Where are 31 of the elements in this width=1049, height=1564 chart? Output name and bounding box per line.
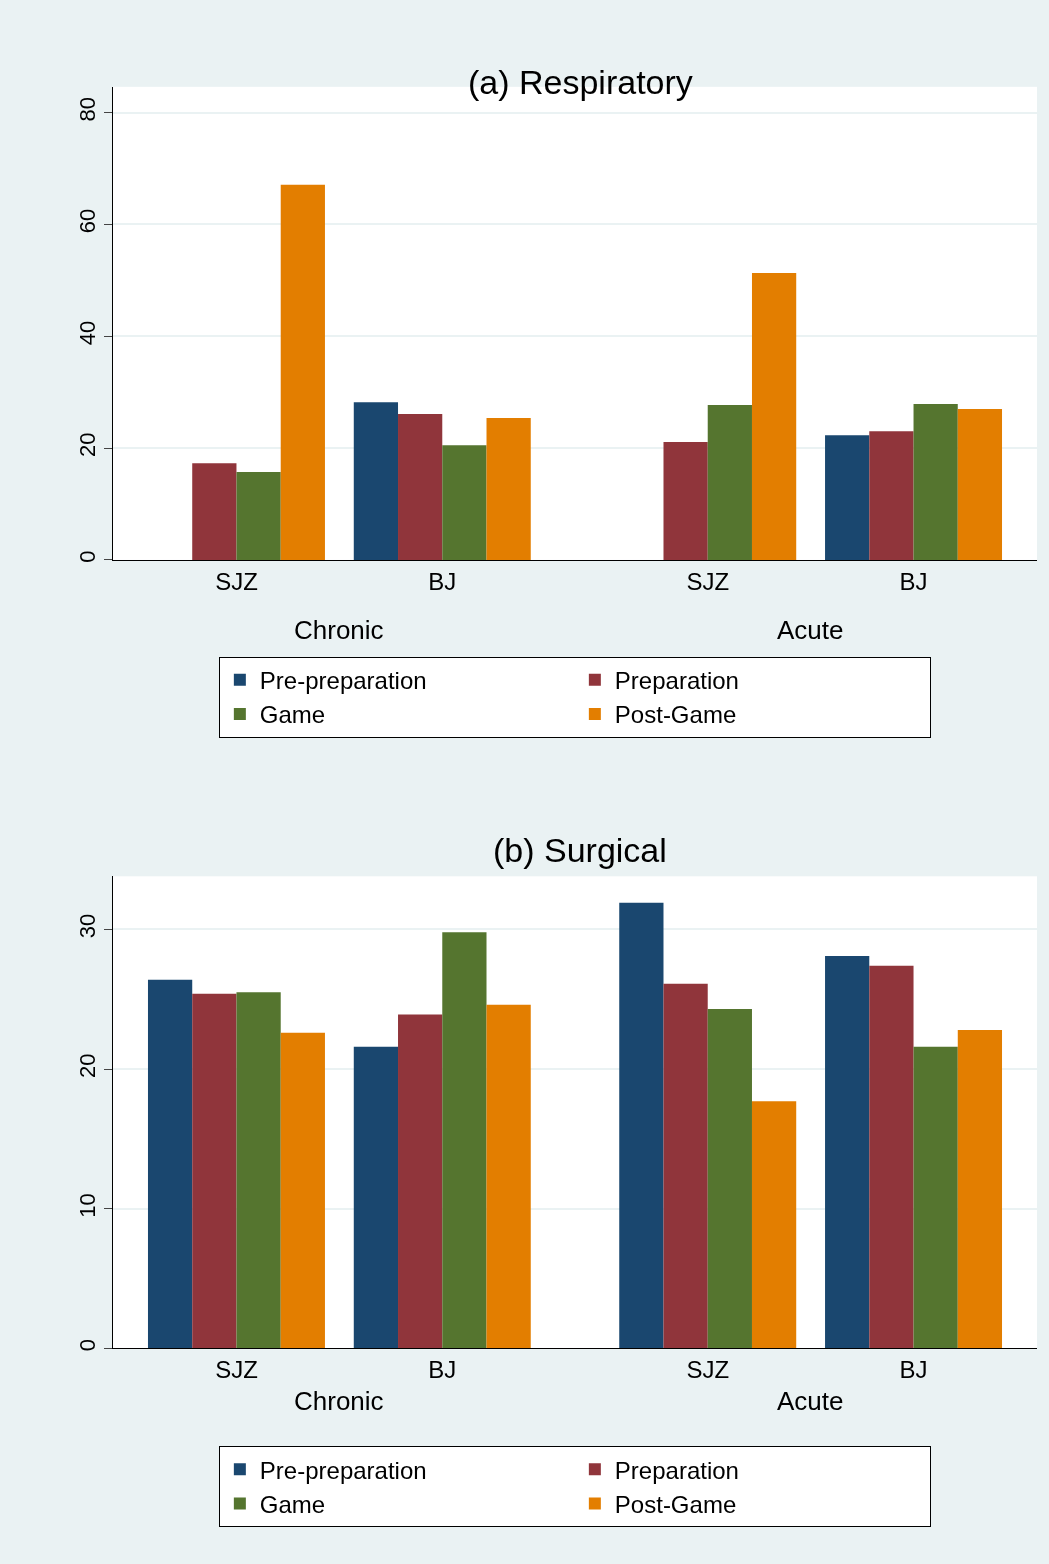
y-tick-label: 80 bbox=[75, 97, 101, 122]
legend-label: Game bbox=[259, 701, 326, 729]
text: Acute bbox=[777, 1386, 844, 1416]
x-tick-label: SJZ bbox=[215, 567, 258, 595]
legend-label: Game bbox=[259, 1490, 326, 1518]
y-tick-label: 0 bbox=[75, 1338, 101, 1352]
legend-label: Post-Game bbox=[614, 1490, 737, 1518]
y-tick-label: 20 bbox=[75, 432, 101, 458]
x-tick-label: SJZ bbox=[686, 1356, 730, 1384]
y-tick-label: 60 bbox=[75, 208, 101, 234]
legend-label: Preparation bbox=[614, 1456, 739, 1484]
text: Chronic bbox=[294, 615, 384, 645]
text: Acute bbox=[777, 615, 844, 645]
y-tick-label: 10 bbox=[75, 1193, 101, 1218]
y-tick-label: 20 bbox=[75, 1053, 101, 1079]
x-tick-label: BJ bbox=[899, 567, 928, 595]
chart-title: (a) Respiratory bbox=[468, 63, 693, 101]
x-tick-label: BJ bbox=[428, 567, 457, 595]
chart-title: (b) Surgical bbox=[493, 831, 667, 869]
x-tick-label: BJ bbox=[428, 1356, 457, 1384]
y-tick-label: 0 bbox=[75, 550, 101, 563]
y-tick-label: 30 bbox=[75, 913, 101, 939]
x-tick-label: SJZ bbox=[215, 1356, 258, 1384]
legend-label: Post-Game bbox=[614, 701, 737, 729]
text: Chronic bbox=[294, 1386, 384, 1416]
legend-label: Preparation bbox=[614, 667, 739, 695]
y-tick-label: 40 bbox=[75, 320, 101, 346]
legend-label: Pre-preparation bbox=[259, 1456, 427, 1484]
x-tick-label: SJZ bbox=[686, 567, 730, 595]
legend-label: Pre-preparation bbox=[259, 667, 427, 695]
x-tick-label: BJ bbox=[899, 1356, 928, 1384]
